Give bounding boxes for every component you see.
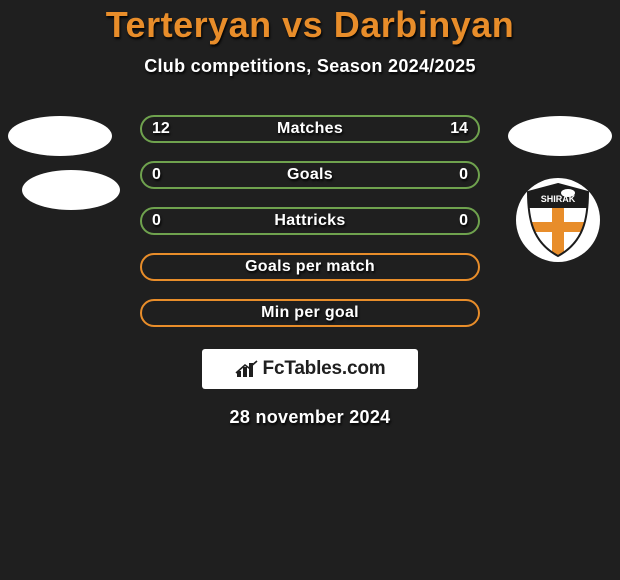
infographic-root: Terteryan vs Darbinyan Club competitions… [0, 0, 620, 580]
stat-row: Hattricks 0 0 [0, 207, 620, 235]
stat-row: Min per goal [0, 299, 620, 327]
bar-chart-icon [235, 359, 259, 379]
stat-value-left: 12 [152, 120, 170, 138]
stat-pill: Goals 0 0 [140, 161, 480, 189]
page-title: Terteryan vs Darbinyan [0, 0, 620, 46]
stat-pill: Goals per match [140, 253, 480, 281]
stat-pill: Hattricks 0 0 [140, 207, 480, 235]
stat-label: Hattricks [274, 212, 345, 230]
stat-label: Matches [277, 120, 343, 138]
stat-value-right: 0 [459, 212, 468, 230]
stat-value-right: 14 [450, 120, 468, 138]
player1-name: Terteryan [106, 4, 272, 45]
stat-row: Matches 12 14 [0, 115, 620, 143]
date-label: 28 november 2024 [0, 407, 620, 428]
vs-word: vs [282, 4, 323, 45]
stat-label: Goals [287, 166, 333, 184]
stat-label: Min per goal [261, 304, 359, 322]
stat-label: Goals per match [245, 258, 375, 276]
brand-text: FcTables.com [263, 358, 386, 380]
stat-pill: Matches 12 14 [140, 115, 480, 143]
stat-value-right: 0 [459, 166, 468, 184]
stat-row: Goals per match [0, 253, 620, 281]
stat-pill: Min per goal [140, 299, 480, 327]
stat-value-left: 0 [152, 212, 161, 230]
brand-badge: FcTables.com [202, 349, 418, 389]
player2-name: Darbinyan [334, 4, 515, 45]
stat-row: Goals 0 0 [0, 161, 620, 189]
subtitle: Club competitions, Season 2024/2025 [0, 56, 620, 77]
stat-value-left: 0 [152, 166, 161, 184]
